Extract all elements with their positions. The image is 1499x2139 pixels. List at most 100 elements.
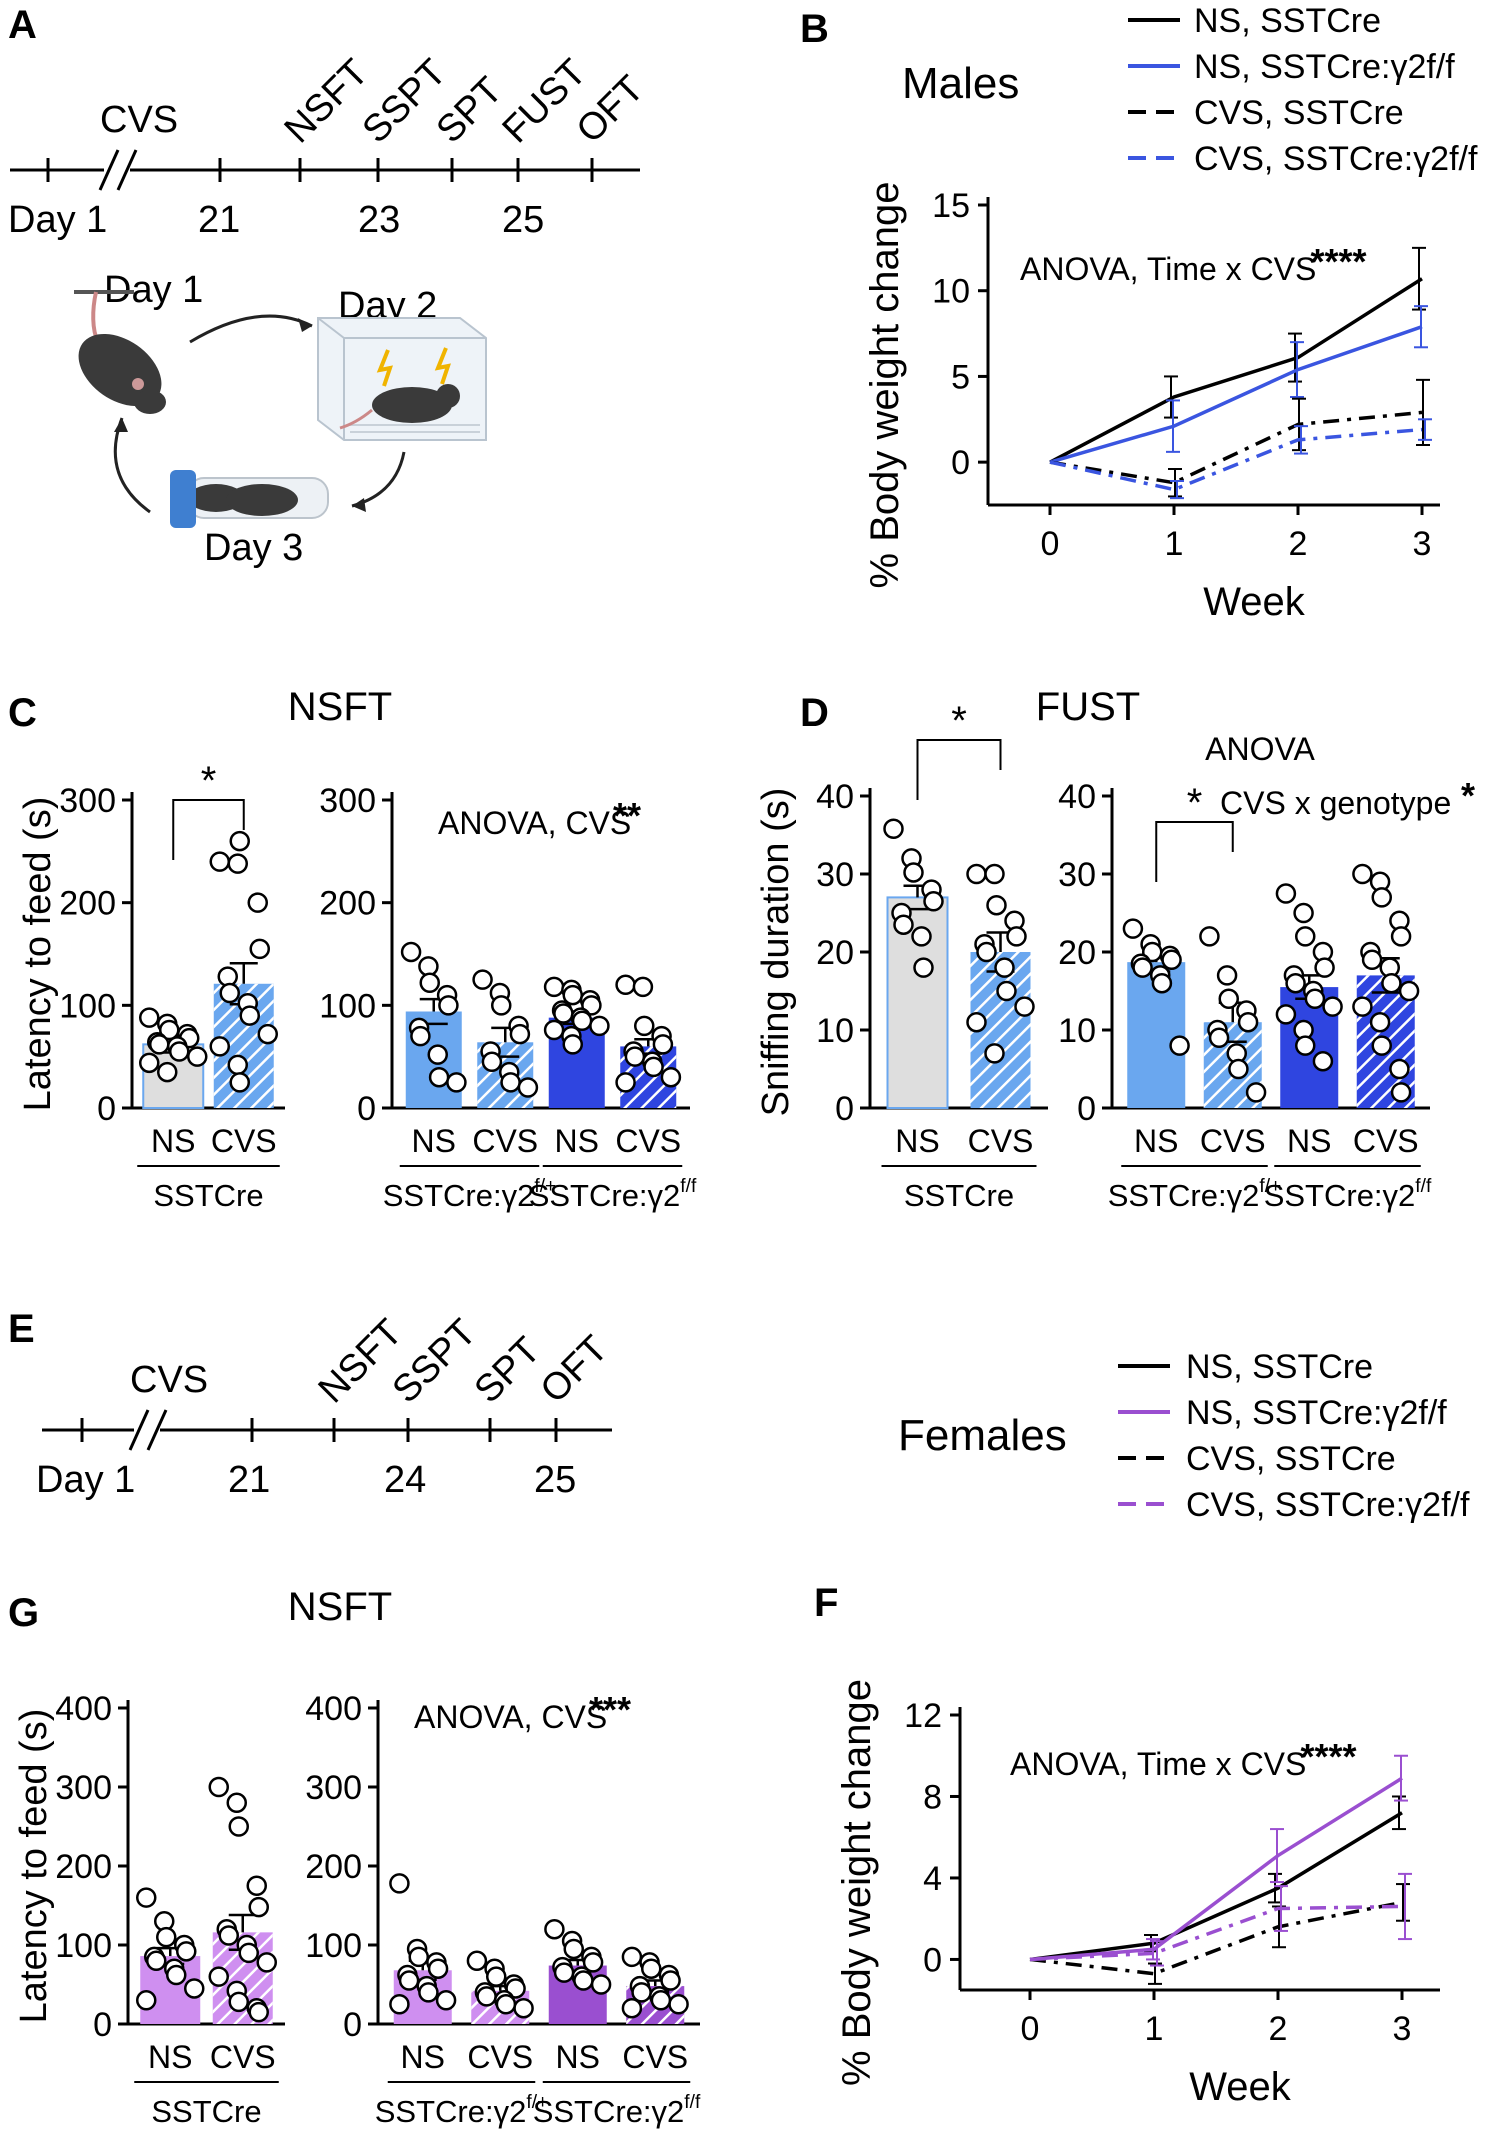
B-panel-label: B [800, 7, 829, 51]
D2-point-1-9 [1245, 1082, 1267, 1103]
tail-suspension-mouse-icon [74, 290, 166, 414]
F-xtick-label: 2 [1269, 2010, 1288, 2048]
C1-group-label-0: SSTCre [153, 1178, 263, 1213]
C2-group-label-1: SSTCre:γ2f/f [529, 1176, 697, 1213]
G2-point-3-2 [641, 1958, 662, 1979]
D2-point-2-2 [1295, 926, 1316, 947]
G2-point-1-9 [513, 1997, 534, 2019]
B-x-label: Week [1203, 580, 1306, 624]
D2-point-2-9 [1322, 996, 1343, 1017]
D1-y-label: Sniffing duration (s) [755, 788, 797, 1117]
D1-point-1-4 [1006, 926, 1027, 947]
C2-ytick-label: 100 [319, 987, 376, 1025]
G1-ytick-label: 0 [93, 2006, 112, 2044]
C1-ytick-label: 200 [59, 885, 116, 923]
legend-male-title: Males [902, 59, 1019, 108]
F-series-3 [1029, 1904, 1403, 1962]
G2-point-2-8 [573, 1970, 594, 1991]
D1-point-1-6 [976, 941, 997, 963]
C1-point-1-12 [229, 1072, 250, 1093]
G2-point-1-2 [486, 1966, 507, 1987]
panel-e-break-mark [128, 1409, 150, 1451]
G1-point-0-9 [184, 1978, 205, 1999]
D2-point-3-10 [1352, 996, 1373, 1017]
B-xtick-label: 3 [1413, 525, 1432, 563]
D1-point-1-10 [966, 1011, 987, 1033]
D1-point-1-11 [984, 1043, 1005, 1064]
C2-annotation: ANOVA, CVS [438, 805, 631, 841]
B-series-3 [1049, 427, 1423, 492]
D2-point-3-6 [1361, 949, 1383, 971]
D1-ytick-label: 10 [816, 1012, 854, 1050]
G2-point-3-4 [660, 1970, 681, 1991]
legend-female: Females NS, SSTCre NS, SSTCre:γ2f/f CVS,… [898, 1348, 1470, 1524]
D2-point-3-14 [1390, 1082, 1412, 1103]
C1-point-1-5 [217, 966, 238, 987]
F-xtick-label: 3 [1393, 2010, 1412, 2048]
D1-panel-label: D [800, 691, 829, 735]
chart-c-nsft-gamma2: 0 100 200 300 NS CVS NS CVS SSTCre:γ2f/+SSTCre:γ… [319, 782, 697, 1213]
C1-point-1-0 [209, 851, 230, 872]
F-xtick-label: 0 [1021, 2010, 1040, 2048]
G2-group-label-0: SSTCre:γ2f/+ [375, 2092, 549, 2129]
panel-e-day-25: 25 [534, 1459, 576, 1501]
D2-ytick-label: 20 [1058, 934, 1096, 972]
G2-ytick-label: 300 [305, 1769, 362, 1807]
D2-point-1-8 [1228, 1058, 1249, 1080]
G1-y-label: Latency to feed (s) [13, 1709, 55, 2024]
foot-shock-box-icon [317, 317, 487, 441]
D1-point-0-8 [913, 957, 934, 978]
C2-point-0-2 [419, 972, 440, 993]
D2-category-2: NS [1287, 1123, 1331, 1159]
D2-point-0-0 [1122, 918, 1144, 939]
C2-point-2-0 [543, 976, 565, 998]
C1-category-1: CVS [211, 1123, 277, 1159]
D2-point-3-11 [1369, 1011, 1391, 1033]
G1-point-0-0 [136, 1887, 157, 1908]
D2-point-1-2 [1218, 988, 1239, 1010]
B-annotation-stars: **** [1311, 241, 1367, 282]
C1-point-1-8 [239, 1005, 260, 1026]
B-xtick-label: 0 [1041, 525, 1060, 563]
legend-male-item-4: CVS, SSTCre:γ2f/f [1194, 140, 1478, 178]
D2-point-2-0 [1275, 883, 1297, 904]
D2-annotation: CVS x genotype [1220, 785, 1451, 821]
G1-ytick-label: 400 [55, 1690, 112, 1728]
G1-point-1-12 [228, 1991, 249, 2013]
C1-sig-bracket [172, 799, 245, 860]
D1-category-1: CVS [968, 1123, 1034, 1159]
C2-ytick-label: 0 [357, 1090, 376, 1128]
C2-category-0: NS [412, 1123, 456, 1159]
G1-point-1-8 [238, 1942, 259, 1964]
D2-point-1-1 [1216, 965, 1238, 986]
C2-point-3-10 [615, 1072, 636, 1093]
C1-panel-label: C [8, 691, 37, 735]
D2-point-0-6 [1132, 957, 1153, 978]
cycle-arrow-1 [189, 314, 313, 344]
D2-sig-bracket [1155, 821, 1234, 882]
legend-female-item-2: NS, SSTCre:γ2f/f [1186, 1394, 1447, 1432]
C1-point-0-0 [139, 1007, 160, 1028]
legend-male-item-3: CVS, SSTCre [1194, 94, 1404, 132]
D2-sig-stars: * [1187, 781, 1203, 825]
C2-point-0-8 [428, 1066, 450, 1088]
D1-point-1-1 [984, 863, 1005, 885]
G1-point-1-4 [248, 1896, 269, 1918]
G2-point-0-4 [427, 1958, 449, 1979]
legend-male: Males NS, SSTCre NS, SSTCre:γ2f/f CVS, S… [902, 2, 1478, 178]
D1-sig-stars: * [951, 699, 967, 743]
C2-point-3-6 [624, 1046, 646, 1067]
C2-point-3-1 [632, 976, 654, 998]
D2-ytick-label: 10 [1058, 1012, 1096, 1050]
D2-category-3: CVS [1353, 1123, 1419, 1159]
G1-point-1-6 [218, 1925, 239, 1946]
C2-point-1-9 [517, 1077, 539, 1098]
legend-male-item-1: NS, SSTCre [1194, 2, 1381, 40]
D1-point-1-9 [1014, 996, 1035, 1017]
G2-point-2-0 [544, 1918, 565, 1940]
panel-a: A CVS Day 1 21 23 25 NSFT SSPT SPT FUST … [8, 3, 652, 569]
legend-female-item-4: CVS, SSTCre:γ2f/f [1186, 1486, 1470, 1524]
G1-point-0-4 [176, 1941, 197, 1962]
